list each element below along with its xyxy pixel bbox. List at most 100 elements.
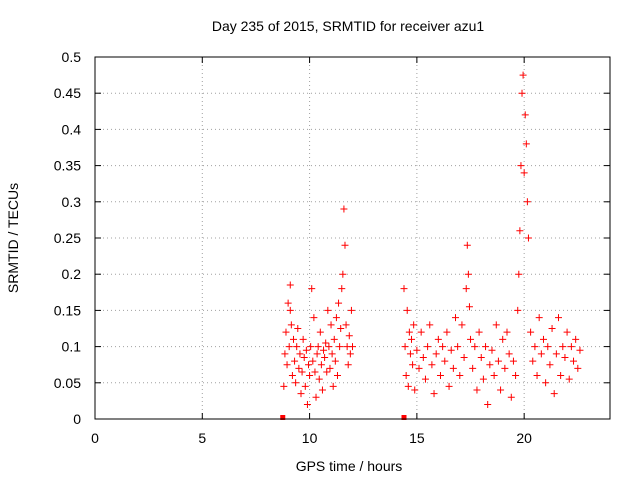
data-point — [285, 343, 293, 351]
data-point — [458, 321, 466, 329]
data-point — [320, 346, 328, 354]
data-point — [411, 386, 419, 394]
data-point — [417, 328, 425, 336]
data-point — [552, 350, 560, 358]
data-point — [284, 299, 292, 307]
data-point — [413, 346, 421, 354]
data-point — [531, 343, 539, 351]
data-point — [523, 198, 531, 206]
data-point — [542, 379, 550, 387]
x-tick-label: 0 — [91, 430, 99, 446]
data-point — [555, 314, 562, 322]
data-point — [520, 169, 528, 177]
data-point — [294, 325, 302, 332]
data-point — [336, 343, 344, 351]
data-point — [424, 343, 432, 351]
data-point — [307, 343, 315, 351]
data-point — [296, 350, 304, 358]
data-point — [574, 364, 582, 372]
data-point — [515, 270, 523, 278]
axis-ticks: 0 5 10 15 20 0 0.05 0.1 0.15 0.2 0.25 0.3 0.35 0.4 0.4… — [54, 49, 610, 446]
baseline-marker — [401, 415, 407, 420]
data-point — [312, 393, 320, 401]
y-tick-label: 0.35 — [54, 158, 81, 174]
data-point — [287, 321, 295, 329]
data-point — [434, 335, 442, 343]
x-tick-label: 20 — [516, 430, 532, 446]
data-point — [291, 357, 299, 365]
y-tick-label: 0.2 — [62, 266, 82, 282]
data-point — [505, 350, 513, 358]
data-point — [298, 368, 306, 376]
data-point — [469, 364, 477, 372]
data-point — [567, 343, 575, 351]
data-point — [303, 401, 311, 409]
data-point — [563, 328, 571, 336]
data-point — [321, 353, 329, 361]
data-point — [283, 361, 291, 369]
y-tick-label: 0.05 — [54, 375, 81, 391]
data-point — [324, 306, 332, 314]
y-tick-label: 0.5 — [62, 49, 82, 65]
data-point — [533, 372, 541, 380]
y-tick-label: 0.25 — [54, 230, 81, 246]
data-point — [315, 375, 323, 383]
data-point — [499, 335, 507, 343]
data-point — [454, 343, 462, 351]
data-point — [300, 353, 308, 361]
data-point — [475, 328, 483, 336]
data-point — [306, 372, 314, 380]
data-point — [347, 306, 355, 314]
data-point — [330, 335, 338, 343]
data-point — [288, 372, 296, 380]
data-point — [409, 361, 417, 369]
data-point — [471, 343, 479, 351]
data-point — [462, 285, 470, 293]
data-point — [561, 353, 569, 361]
data-point — [488, 346, 496, 354]
data-point — [521, 111, 529, 119]
data-point — [527, 328, 535, 336]
data-point — [524, 234, 532, 242]
data-point — [286, 281, 294, 289]
data-point — [280, 382, 288, 390]
data-point — [486, 361, 494, 369]
data-point — [313, 350, 321, 358]
data-point — [517, 162, 525, 170]
data-point — [302, 346, 310, 354]
data-point — [518, 89, 526, 97]
chart-title: Day 235 of 2015, SRMTID for receiver azu… — [212, 18, 485, 34]
y-tick-label: 0.45 — [54, 85, 81, 101]
data-point — [344, 361, 352, 369]
data-point — [516, 227, 524, 235]
data-point — [286, 306, 294, 314]
data-point — [408, 335, 416, 343]
data-point — [452, 314, 459, 322]
data-point — [305, 361, 313, 369]
data-point — [337, 325, 345, 332]
data-point — [522, 140, 530, 148]
data-point — [482, 343, 490, 351]
data-point — [415, 364, 423, 372]
data-point — [463, 241, 471, 249]
data-point — [310, 314, 318, 322]
y-tick-label: 0.4 — [62, 121, 82, 137]
data-point — [281, 350, 289, 358]
data-point — [509, 357, 517, 365]
data-point — [316, 328, 324, 336]
data-point — [514, 306, 522, 314]
data-point — [339, 270, 347, 278]
data-point — [341, 241, 349, 249]
data-point — [447, 346, 455, 354]
data-point — [318, 386, 326, 394]
data-point — [311, 368, 319, 376]
data-point — [328, 350, 336, 358]
data-point — [546, 361, 554, 369]
data-point — [340, 205, 348, 213]
y-tick-label: 0 — [73, 411, 81, 427]
data-point — [512, 372, 520, 380]
x-tick-label: 5 — [198, 430, 206, 446]
data-point — [426, 321, 434, 329]
data-point — [479, 375, 487, 383]
